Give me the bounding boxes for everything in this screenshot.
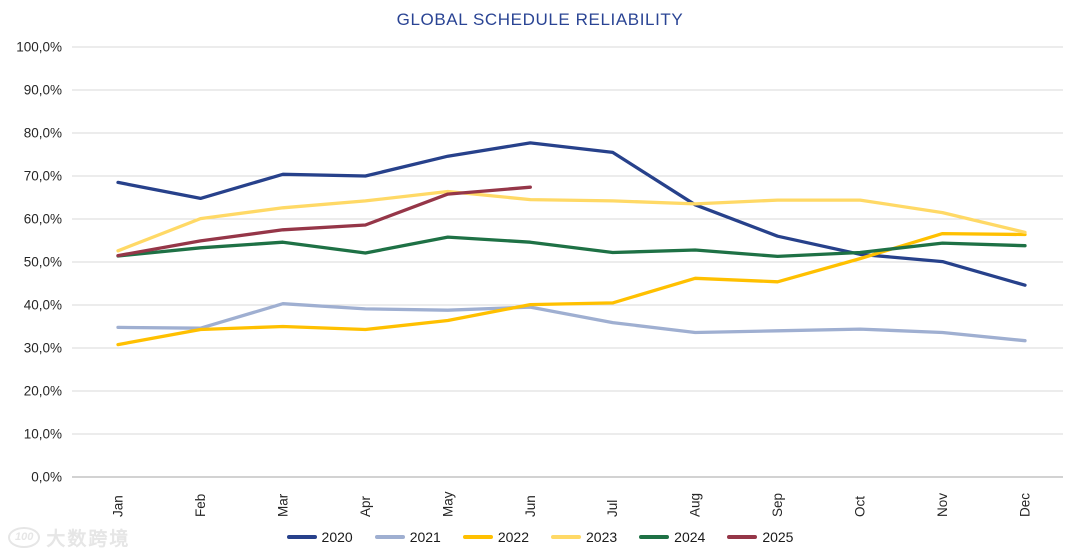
y-tick-label: 50,0% [24, 255, 62, 270]
legend-label: 2023 [586, 529, 618, 545]
x-tick-label: Oct [853, 496, 868, 517]
x-tick-label: Apr [358, 495, 373, 517]
legend-item-2020: 2020 [286, 529, 353, 545]
y-tick-label: 100,0% [16, 40, 62, 55]
x-tick-label: Nov [935, 493, 950, 517]
legend-item-2025: 2025 [727, 529, 793, 545]
legend-label: 2025 [762, 529, 794, 545]
series-line-2021 [116, 302, 1027, 343]
y-tick-label: 0,0% [31, 470, 62, 485]
watermark: 100 大数跨境 [8, 524, 130, 551]
x-tick-label: Jan [111, 495, 126, 517]
legend-label: 2020 [321, 529, 353, 545]
watermark-text: 大数跨境 [46, 529, 131, 550]
legend-swatch-2025 [727, 535, 758, 539]
x-tick-label: May [440, 491, 455, 517]
y-tick-label: 90,0% [24, 83, 62, 98]
legend-swatch-2022 [462, 535, 493, 539]
legend-item-2022: 2022 [462, 529, 529, 545]
x-tick-label: Mar [275, 493, 290, 517]
y-tick-label: 60,0% [24, 212, 62, 227]
x-tick-label: Jul [605, 500, 620, 517]
legend: 2020 2021 2022 2023 2024 2025 [0, 529, 1080, 545]
x-tick-label: Sep [770, 493, 785, 517]
legend-label: 2021 [409, 529, 441, 545]
series-line-2024 [116, 235, 1027, 259]
legend-label: 2022 [497, 529, 529, 545]
y-tick-label: 40,0% [24, 298, 62, 313]
y-tick-label: 30,0% [24, 341, 62, 356]
legend-swatch-2024 [639, 535, 670, 539]
legend-label: 2024 [674, 529, 706, 545]
chart-title: GLOBAL SCHEDULE RELIABILITY [396, 10, 684, 29]
x-tick-label: Dec [1017, 493, 1032, 517]
y-tick-label: 20,0% [24, 384, 62, 399]
series-line-2022 [116, 231, 1027, 347]
legend-item-2023: 2023 [551, 529, 617, 545]
x-tick-label: Aug [688, 493, 703, 517]
watermark-logo-icon: 100 [8, 527, 41, 548]
series-line-2020 [116, 141, 1027, 287]
x-tick-label: Jun [523, 495, 538, 517]
y-tick-label: 80,0% [24, 126, 62, 141]
series-line-2025 [116, 185, 532, 258]
x-tick-label: Feb [193, 494, 208, 517]
series-line-2023 [116, 189, 1027, 253]
y-tick-label: 10,0% [24, 427, 62, 442]
legend-swatch-2020 [286, 535, 317, 539]
y-tick-label: 70,0% [24, 169, 62, 184]
legend-item-2021: 2021 [374, 529, 441, 545]
legend-item-2024: 2024 [639, 529, 705, 545]
legend-swatch-2023 [551, 535, 581, 539]
legend-swatch-2021 [374, 535, 405, 539]
